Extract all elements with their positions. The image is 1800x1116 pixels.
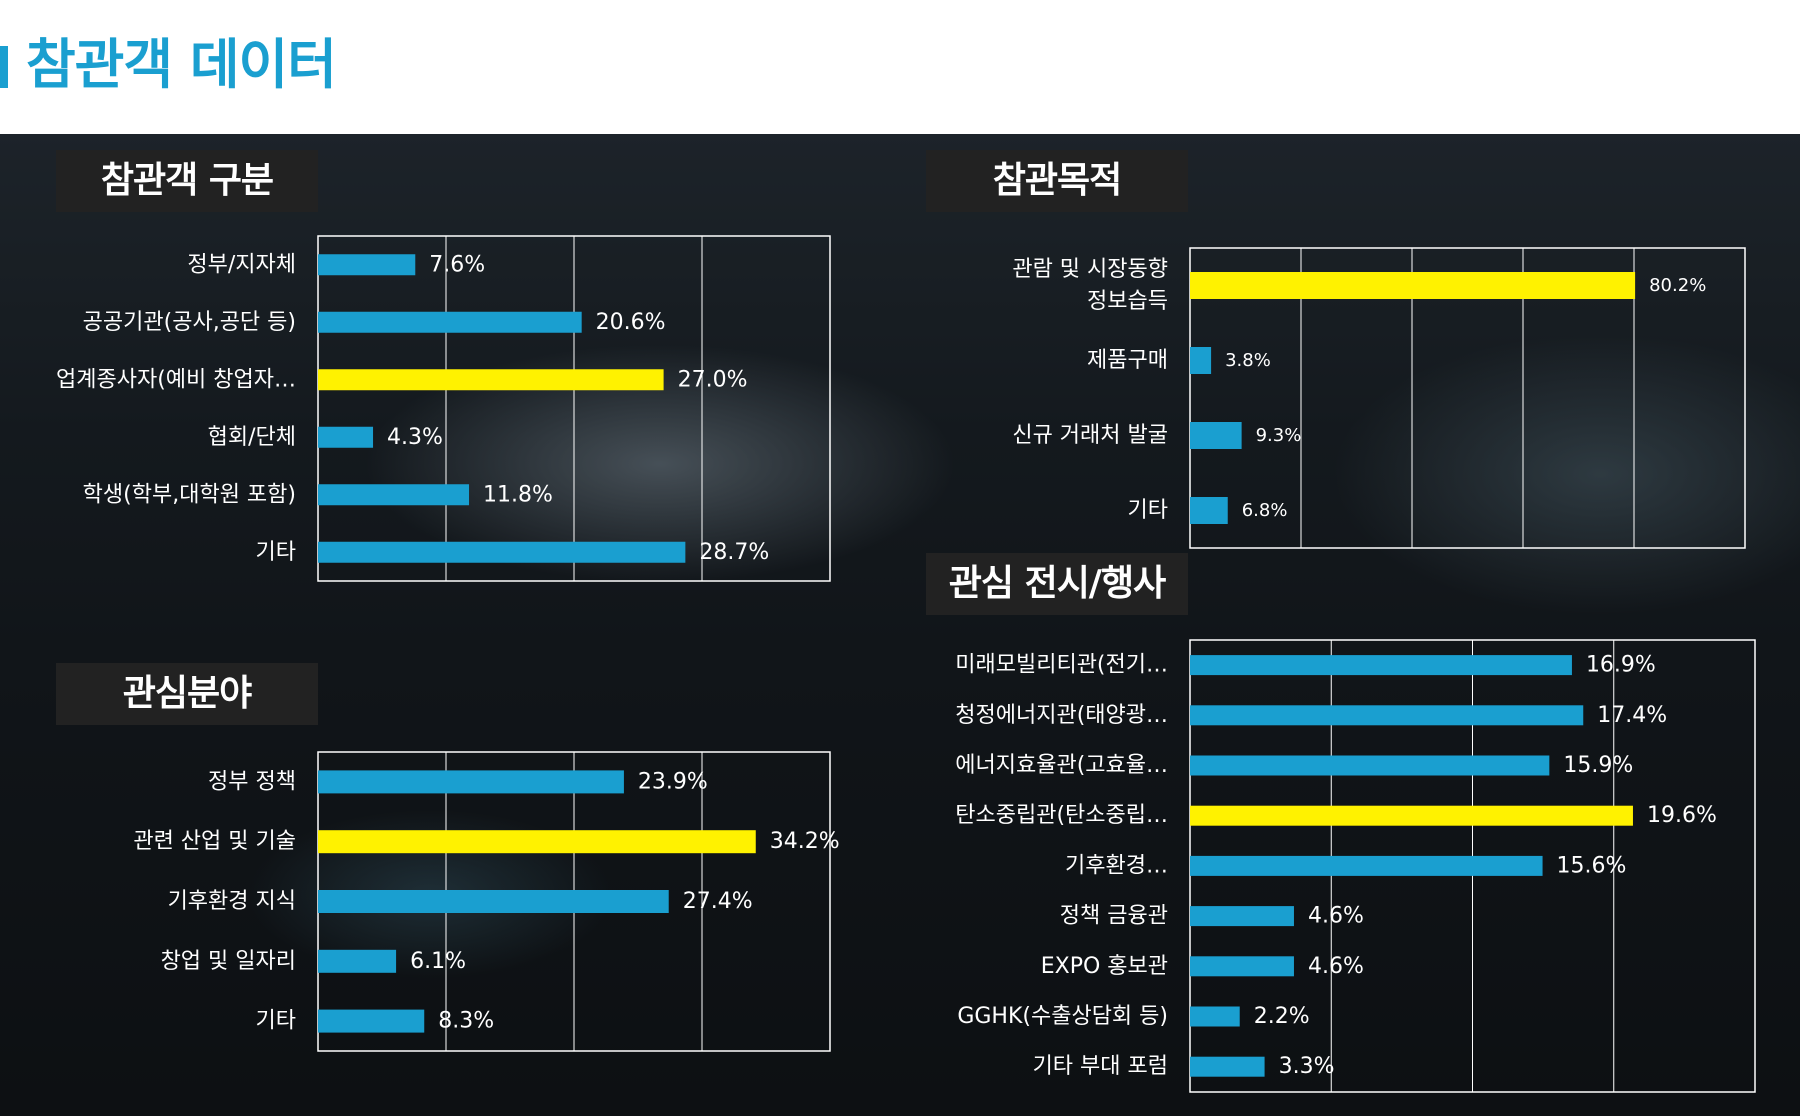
chart-1-bar <box>318 426 374 448</box>
chart-3-value-label: 8.3% <box>438 1009 494 1034</box>
chart-4-value-label: 2.2% <box>1254 1004 1310 1029</box>
chart-4-value-label: 4.6% <box>1308 904 1364 929</box>
chart-3-category-label: 창업 및 일자리 <box>161 949 296 974</box>
chart-3-value-label: 27.4% <box>683 889 753 914</box>
chart-4-bar <box>1190 655 1572 676</box>
chart-1-value-label: 11.8% <box>483 482 553 507</box>
chart-1-bar <box>318 484 470 506</box>
chart-1-bar <box>318 369 664 391</box>
chart-2-bar <box>1190 422 1242 449</box>
chart-4-value-label: 17.4% <box>1597 703 1667 728</box>
chart-3-category-label: 관련 산업 및 기술 <box>133 829 296 854</box>
chart-1-bar <box>318 311 582 333</box>
chart-4-category-label: 기후환경… <box>1065 853 1168 878</box>
chart-1-category-label: 정부/지자체 <box>187 252 296 277</box>
chart-2-bar <box>1190 347 1212 374</box>
chart-4-bar <box>1190 855 1543 876</box>
chart-4-value-label: 15.9% <box>1563 753 1633 778</box>
chart-2-category-label: 관람 및 시장동향 <box>1012 257 1168 282</box>
chart-2-value-label: 6.8% <box>1242 500 1288 521</box>
chart-1-value-label: 4.3% <box>387 425 443 450</box>
chart-2-value-label: 9.3% <box>1256 425 1302 446</box>
chart-1-category-label: 업계종사자(예비 창업자… <box>56 367 296 392</box>
chart-2-title: 참관목적 <box>926 150 1188 212</box>
chart-4-bar <box>1190 805 1633 826</box>
chart-1-value-label: 20.6% <box>596 310 666 335</box>
chart-4-category-label: GGHK(수출상담회 등) <box>957 1004 1168 1029</box>
chart-1-bar <box>318 254 416 276</box>
chart-4-category-label: 에너지효율관(고효율… <box>955 753 1168 778</box>
chart-4-bar <box>1190 755 1550 776</box>
chart-4-bar <box>1190 956 1294 977</box>
chart-3-category-label: 기후환경 지식 <box>168 889 296 914</box>
chart-4-value-label: 16.9% <box>1586 653 1656 678</box>
header-bar: 참관객 데이터 <box>0 0 1800 134</box>
chart-4-category-label: 정책 금융관 <box>1060 904 1168 929</box>
chart-2-category-label: 기타 <box>1128 498 1168 523</box>
chart-3-bar <box>318 890 669 913</box>
chart-4-bar <box>1190 1006 1240 1027</box>
chart-3-bar <box>318 830 756 854</box>
chart-3-category-label: 기타 <box>256 1009 296 1034</box>
chart-2-category-label: 정보습득 <box>1087 289 1168 314</box>
chart-1-category-label: 협회/단체 <box>208 425 296 450</box>
chart-3-category-label: 정부 정책 <box>208 769 296 794</box>
chart-2-category-label: 제품구매 <box>1087 348 1168 373</box>
chart-1-bar <box>318 541 686 563</box>
chart-2-value-label: 3.8% <box>1225 350 1271 371</box>
chart-4-value-label: 15.6% <box>1557 853 1627 878</box>
chart-3-value-label: 23.9% <box>638 769 708 794</box>
chart-1-category-label: 학생(학부,대학원 포함) <box>83 482 296 507</box>
chart-4-category-label: 탄소중립관(탄소중립… <box>955 803 1168 828</box>
chart-1-value-label: 7.6% <box>429 252 485 277</box>
chart-4-value-label: 3.3% <box>1279 1054 1335 1079</box>
chart-3-bar <box>318 770 624 794</box>
chart-1-category-label: 공공기관(공사,공단 등) <box>83 310 296 335</box>
chart-3-title: 관심분야 <box>56 663 318 725</box>
chart-3-value-label: 34.2% <box>770 829 840 854</box>
chart-2-bar <box>1190 272 1636 299</box>
chart-2-value-label: 80.2% <box>1649 275 1706 296</box>
chart-4-bar <box>1190 705 1584 726</box>
chart-4-category-label: EXPO 홍보관 <box>1041 954 1168 979</box>
title-accent-bar <box>0 46 8 88</box>
chart-1-category-label: 기타 <box>256 540 296 565</box>
chart-4-title: 관심 전시/행사 <box>926 553 1188 615</box>
chart-3-bar <box>318 949 397 973</box>
chart-4-category-label: 미래모빌리티관(전기… <box>955 653 1168 678</box>
chart-4-value-label: 4.6% <box>1308 954 1364 979</box>
chart-3-value-label: 6.1% <box>410 949 466 974</box>
chart-4-category-label: 기타 부대 포럼 <box>1033 1054 1168 1079</box>
page-title: 참관객 데이터 <box>26 33 337 96</box>
chart-4-bar <box>1190 1056 1265 1077</box>
chart-1-title: 참관객 구분 <box>56 150 318 212</box>
chart-1-value-label: 28.7% <box>699 540 769 565</box>
chart-4-value-label: 19.6% <box>1647 803 1717 828</box>
chart-2-plot-frame <box>1189 247 1746 549</box>
chart-2-category-label: 신규 거래처 발굴 <box>1012 423 1168 448</box>
chart-3-bar <box>318 1009 425 1033</box>
chart-1-value-label: 27.0% <box>678 367 748 392</box>
chart-2-bar <box>1190 497 1228 524</box>
chart-4-bar <box>1190 906 1294 927</box>
chart-4-category-label: 청정에너지관(태양광… <box>955 703 1168 728</box>
